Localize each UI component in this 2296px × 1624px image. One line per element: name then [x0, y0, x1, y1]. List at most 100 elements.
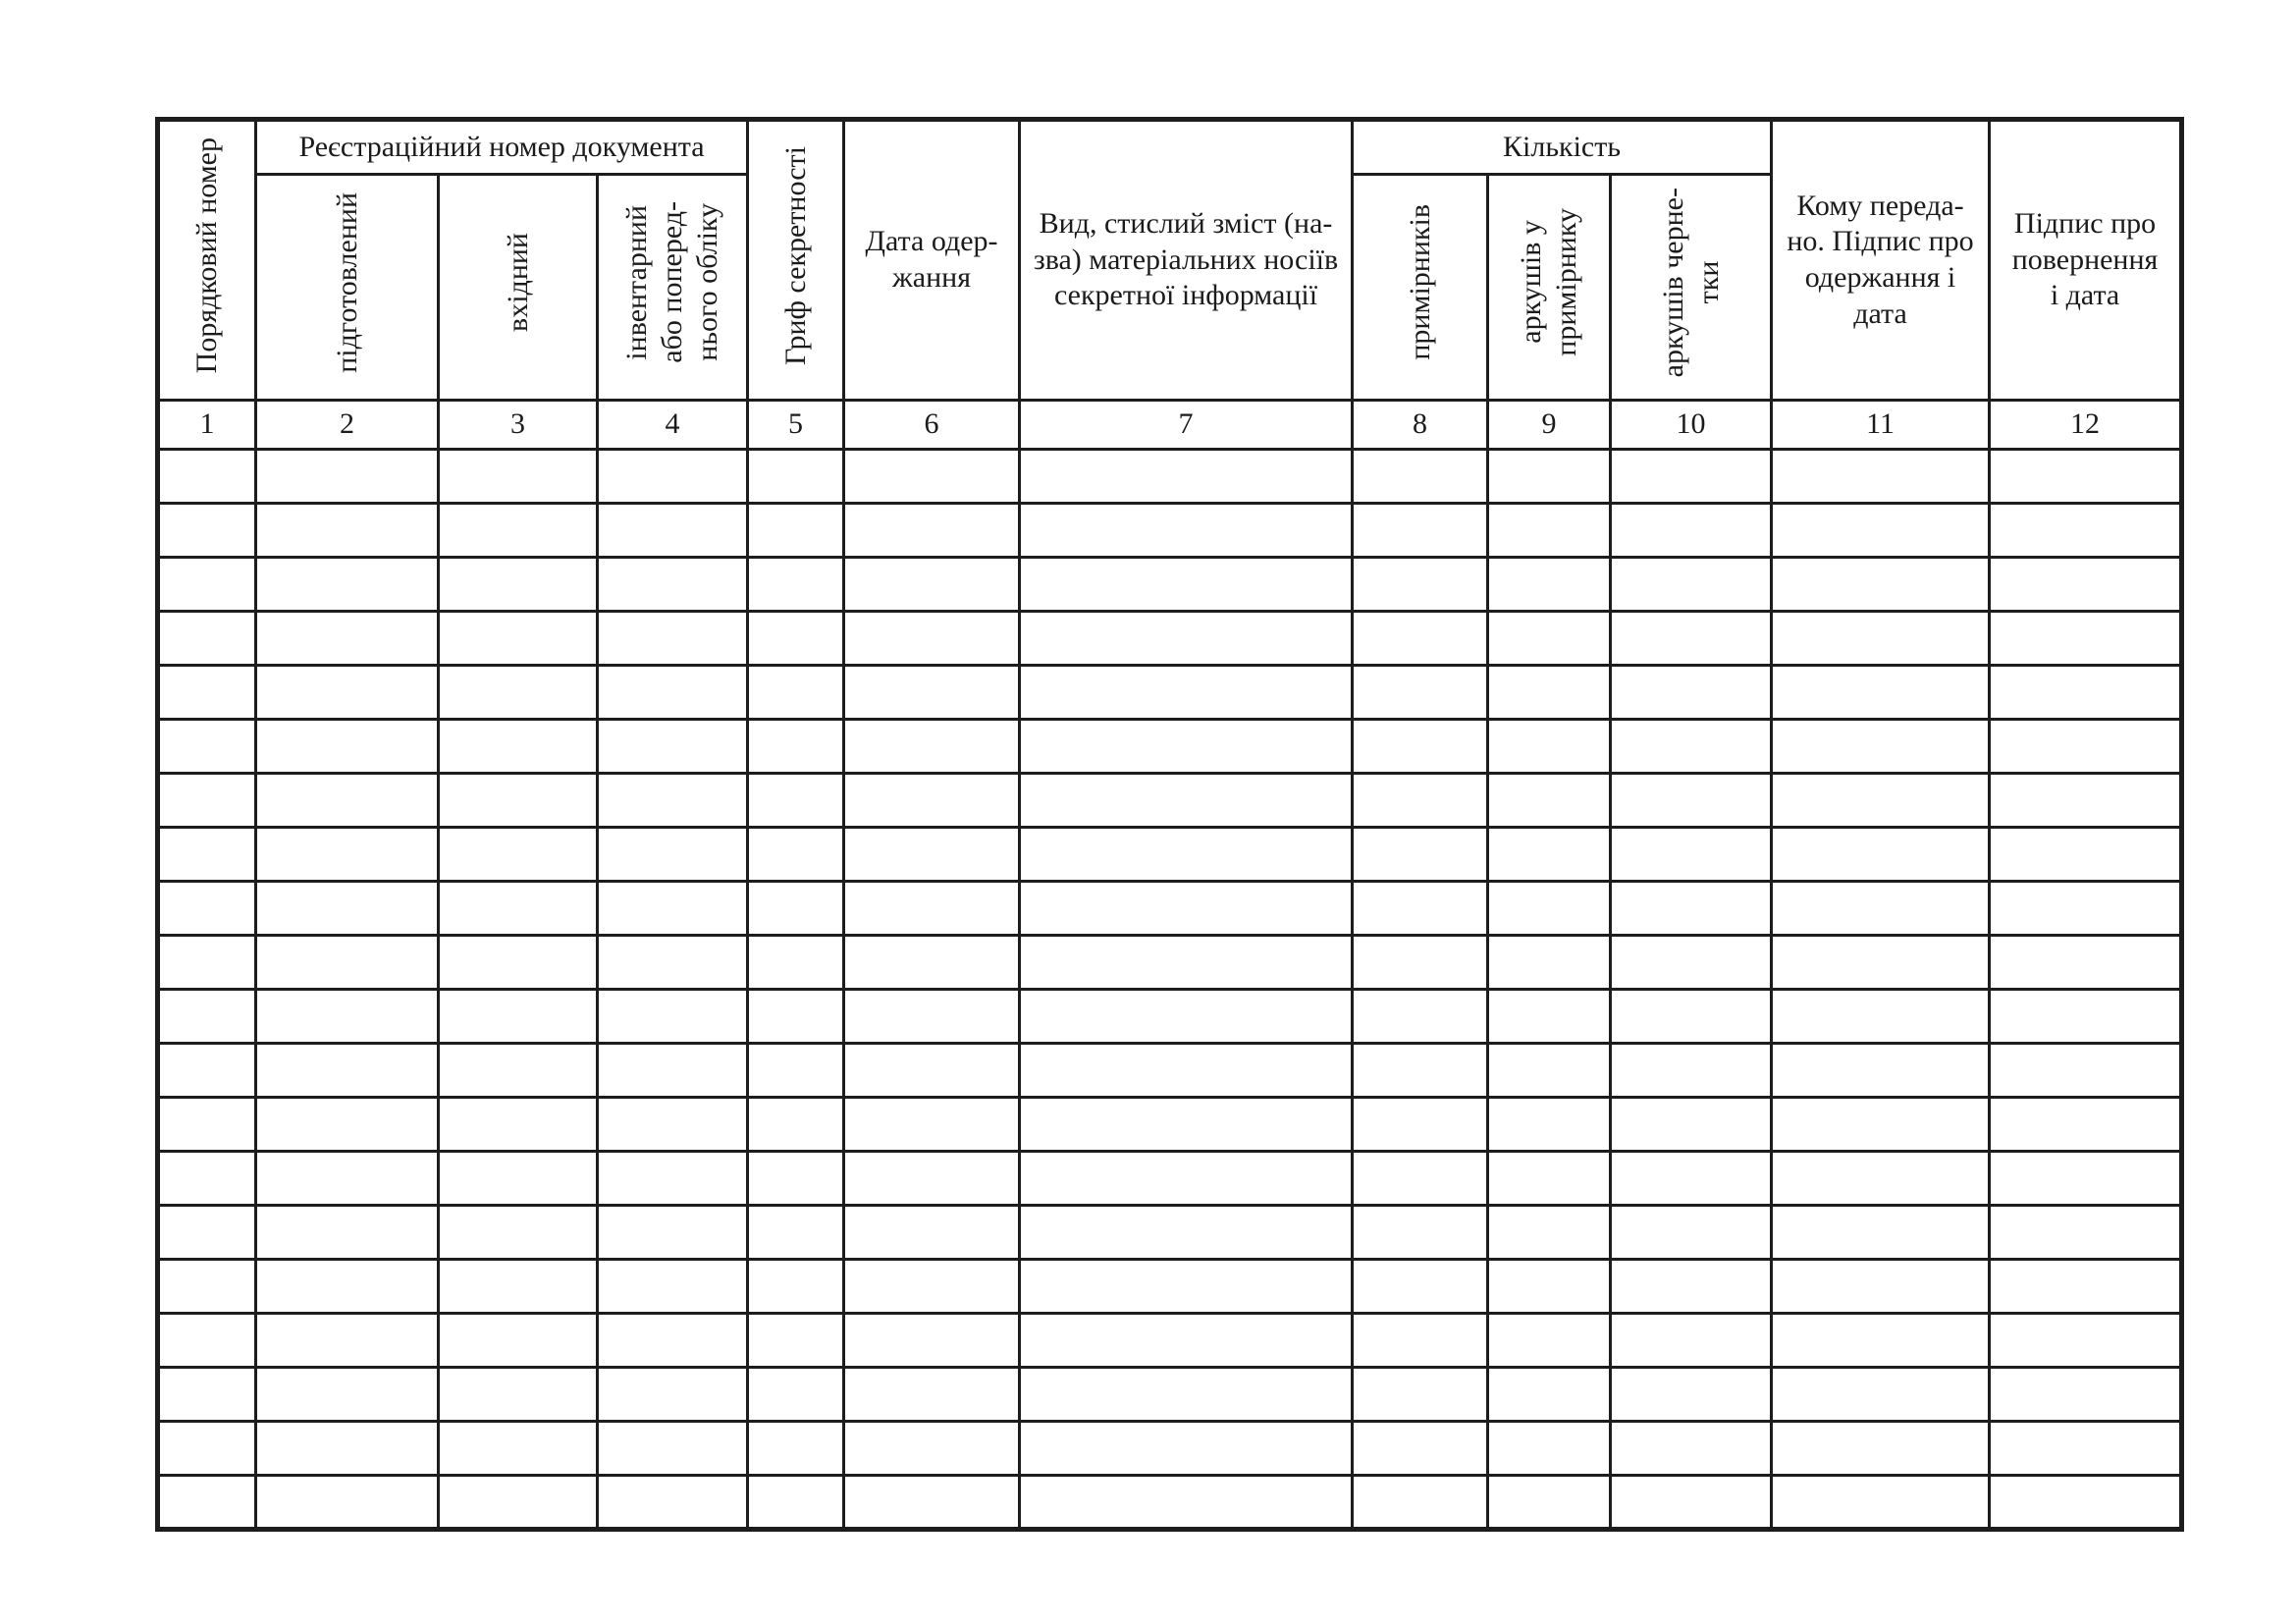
table-row [156, 448, 2184, 505]
empty-cell [1351, 1096, 1490, 1153]
empty-cell [437, 718, 599, 775]
empty-cell [1351, 1042, 1490, 1099]
empty-cell [1351, 502, 1490, 559]
table-row [156, 1312, 2184, 1369]
empty-cell [746, 1312, 846, 1369]
empty-cell [1609, 1150, 1774, 1207]
empty-cell [746, 934, 846, 991]
empty-cell [595, 448, 750, 505]
empty-cell [595, 1204, 750, 1261]
col-header-return-signature: Підпис про повернення і дата [1988, 118, 2184, 402]
empty-cell [1770, 880, 1992, 937]
table-row [156, 664, 2184, 721]
empty-cell [1351, 448, 1490, 505]
empty-cell [254, 502, 440, 559]
empty-cell [1988, 1204, 2184, 1261]
empty-cell [746, 1096, 846, 1153]
empty-cell [1486, 826, 1613, 883]
empty-cell [156, 1420, 257, 1477]
empty-cell [156, 1204, 257, 1261]
empty-cell [1770, 934, 1992, 991]
empty-cell [254, 934, 440, 991]
col-header-copies: примірників [1351, 173, 1490, 402]
empty-cell [842, 934, 1022, 991]
empty-cell [1609, 1204, 1774, 1261]
empty-cell [842, 556, 1022, 613]
empty-cell [1351, 934, 1490, 991]
empty-cell [1609, 1312, 1774, 1369]
empty-cell [1988, 772, 2184, 829]
empty-cell [1770, 610, 1992, 667]
empty-cell [746, 610, 846, 667]
empty-cell [1609, 448, 1774, 505]
empty-cell [1351, 1366, 1490, 1423]
empty-cell [1609, 1420, 1774, 1477]
empty-cell [842, 826, 1022, 883]
empty-cell [1351, 1204, 1490, 1261]
empty-cell [156, 1258, 257, 1315]
empty-cell [1770, 1420, 1992, 1477]
col-header-sheets-per-copy: аркушів у примірнику [1486, 173, 1613, 402]
empty-rows-body [156, 448, 2184, 1531]
empty-cell [1770, 1204, 1992, 1261]
empty-cell [1486, 1366, 1613, 1423]
empty-cell [746, 1420, 846, 1477]
empty-cell [1988, 502, 2184, 559]
empty-cell [595, 556, 750, 613]
col-header-prepared: підготовлений [254, 173, 440, 402]
empty-cell [1988, 1474, 2184, 1531]
col-number: 2 [254, 399, 440, 451]
empty-cell [1018, 610, 1355, 667]
empty-cell [1018, 448, 1355, 505]
empty-cell [156, 1474, 257, 1531]
empty-cell [254, 664, 440, 721]
empty-cell [1486, 988, 1613, 1045]
empty-cell [595, 1420, 750, 1477]
empty-cell [1609, 880, 1774, 937]
empty-cell [254, 610, 440, 667]
empty-cell [1770, 1366, 1992, 1423]
empty-cell [1988, 1042, 2184, 1099]
empty-cell [842, 880, 1022, 937]
empty-cell [156, 1366, 257, 1423]
empty-cell [1018, 1204, 1355, 1261]
empty-cell [1351, 826, 1490, 883]
empty-cell [1988, 1420, 2184, 1477]
empty-cell [1018, 1096, 1355, 1153]
empty-cell [1770, 1042, 1992, 1099]
col-number: 5 [746, 399, 846, 451]
empty-cell [156, 1042, 257, 1099]
empty-cell [842, 1150, 1022, 1207]
empty-cell [1486, 1258, 1613, 1315]
table-row [156, 880, 2184, 937]
empty-cell [254, 718, 440, 775]
table-row [156, 1258, 2184, 1315]
empty-cell [595, 934, 750, 991]
empty-cell [1770, 988, 1992, 1045]
col-number: 10 [1609, 399, 1774, 451]
empty-cell [842, 1420, 1022, 1477]
col-header-secrecy-stamp-label: Гриф секретності [778, 145, 812, 365]
col-header-incoming: вхідний [437, 173, 599, 402]
empty-cell [156, 1150, 257, 1207]
empty-cell [1988, 718, 2184, 775]
empty-cell [254, 1420, 440, 1477]
empty-cell [1018, 826, 1355, 883]
empty-cell [595, 772, 750, 829]
empty-cell [1988, 448, 2184, 505]
empty-cell [1486, 718, 1613, 775]
empty-cell [1018, 1150, 1355, 1207]
empty-cell [1770, 1312, 1992, 1369]
empty-cell [1988, 1150, 2184, 1207]
empty-cell [1351, 1312, 1490, 1369]
empty-cell [254, 772, 440, 829]
secret-documents-register-table: Порядковий номер Реєстраційний номер док… [155, 117, 2185, 1532]
empty-cell [1609, 826, 1774, 883]
empty-cell [437, 502, 599, 559]
table-row [156, 988, 2184, 1045]
empty-cell [1486, 772, 1613, 829]
group-header-quantity: Кількість [1351, 118, 1774, 176]
empty-cell [437, 1150, 599, 1207]
empty-cell [1018, 934, 1355, 991]
col-header-draft-sheets-label: аркушів черне- тки [1656, 188, 1725, 378]
